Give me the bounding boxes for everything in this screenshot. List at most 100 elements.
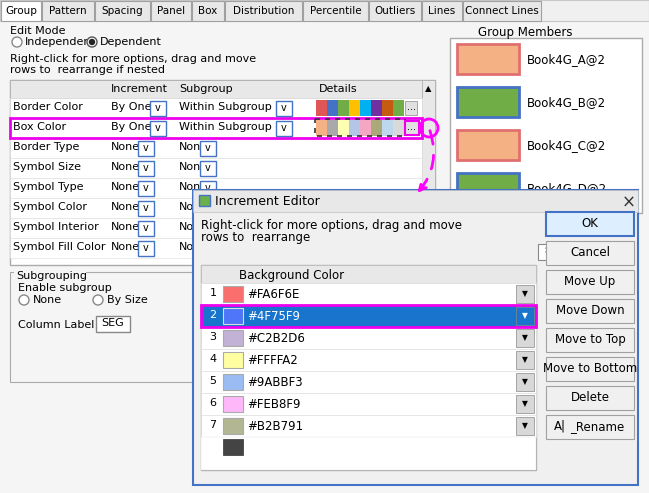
Text: ▼: ▼ — [522, 289, 528, 298]
Bar — [201, 437, 536, 470]
Bar — [560, 244, 579, 260]
Bar — [457, 173, 519, 203]
Bar — [10, 80, 435, 265]
Text: Pattern: Pattern — [49, 6, 87, 16]
Text: ...: ... — [407, 102, 416, 112]
Bar — [200, 141, 216, 156]
Bar — [516, 307, 534, 325]
Bar — [14, 267, 86, 279]
Bar — [138, 241, 154, 256]
Text: v: v — [143, 163, 149, 173]
Text: v: v — [205, 223, 211, 233]
Bar — [405, 101, 417, 115]
Text: Subgrouping: Subgrouping — [16, 271, 87, 281]
Text: Book4G_A@2: Book4G_A@2 — [527, 53, 606, 66]
Bar — [516, 351, 534, 369]
Bar — [450, 38, 642, 213]
Text: v: v — [143, 243, 149, 253]
Text: ↕: ↕ — [543, 246, 552, 256]
Text: Move to Top: Move to Top — [555, 333, 626, 346]
Bar — [276, 101, 292, 116]
Text: Increment Editor: Increment Editor — [215, 195, 320, 208]
Text: v: v — [155, 103, 161, 113]
Bar — [371, 120, 382, 136]
Bar — [223, 374, 243, 390]
Text: ▼: ▼ — [522, 399, 528, 408]
Text: Percentile: Percentile — [310, 6, 361, 16]
Text: Symbol Fill Color: Symbol Fill Color — [13, 242, 106, 252]
Text: v: v — [205, 183, 211, 193]
Bar — [1, 1, 41, 21]
Bar — [199, 195, 210, 206]
Bar — [151, 1, 191, 21]
Text: 5: 5 — [210, 376, 217, 386]
Text: A|: A| — [554, 420, 566, 433]
Bar — [546, 415, 634, 439]
Bar — [10, 178, 422, 198]
Text: Independent: Independent — [25, 37, 96, 47]
Bar — [201, 349, 536, 371]
Bar — [316, 100, 327, 116]
Text: Group Members: Group Members — [478, 26, 572, 39]
Text: Move Up: Move Up — [565, 275, 616, 288]
Text: None: None — [111, 222, 140, 232]
Text: v: v — [205, 203, 211, 213]
Bar — [546, 270, 634, 294]
Bar — [546, 241, 634, 265]
Text: v: v — [205, 163, 211, 173]
Bar — [223, 330, 243, 346]
Bar — [371, 100, 382, 116]
Text: v: v — [281, 103, 287, 113]
Bar — [138, 221, 154, 236]
Bar — [201, 305, 536, 327]
Bar — [201, 265, 536, 470]
Text: #C2B2D6: #C2B2D6 — [247, 332, 305, 345]
Text: rows to  rearrange: rows to rearrange — [201, 231, 310, 244]
Bar — [316, 120, 327, 136]
Bar — [201, 283, 536, 305]
FancyArrowPatch shape — [419, 131, 434, 191]
Bar — [10, 272, 193, 382]
Text: Within Subgroup: Within Subgroup — [179, 122, 272, 132]
Text: v: v — [143, 143, 149, 153]
Text: Symbol Interior: Symbol Interior — [13, 222, 99, 232]
Text: None: None — [111, 202, 140, 212]
Bar — [10, 118, 422, 138]
Bar — [223, 286, 243, 302]
Text: Non: Non — [179, 182, 201, 192]
Text: By One: By One — [111, 102, 151, 112]
Text: Box: Box — [199, 6, 217, 16]
Text: v: v — [143, 203, 149, 213]
Text: Dependent: Dependent — [100, 37, 162, 47]
Bar — [10, 198, 422, 218]
Bar — [303, 1, 368, 21]
Text: Enable subgroup: Enable subgroup — [18, 283, 112, 293]
Bar — [193, 190, 638, 212]
Bar — [0, 0, 649, 21]
Circle shape — [93, 295, 103, 305]
Text: Distribution: Distribution — [233, 6, 294, 16]
Bar — [223, 352, 243, 368]
Text: #FEB8F9: #FEB8F9 — [247, 398, 300, 411]
Text: Move Down: Move Down — [556, 304, 624, 317]
Bar — [276, 121, 292, 136]
Circle shape — [19, 295, 29, 305]
Text: 2: 2 — [210, 310, 217, 320]
Text: Lines: Lines — [428, 6, 456, 16]
Text: None: None — [33, 295, 62, 305]
Bar — [138, 181, 154, 196]
Text: Book4G_D@2: Book4G_D@2 — [527, 182, 607, 195]
Bar — [360, 100, 371, 116]
Bar — [95, 1, 150, 21]
Bar — [223, 439, 243, 455]
Text: Non: Non — [179, 142, 201, 152]
Text: By One: By One — [111, 122, 151, 132]
Bar — [201, 265, 536, 283]
Text: v: v — [155, 123, 161, 133]
Text: Delete: Delete — [570, 391, 609, 404]
Text: Non: Non — [179, 162, 201, 172]
Text: By Size: By Size — [107, 295, 148, 305]
Circle shape — [87, 37, 97, 47]
Bar — [201, 327, 536, 349]
Text: Column Label: Column Label — [18, 320, 94, 330]
